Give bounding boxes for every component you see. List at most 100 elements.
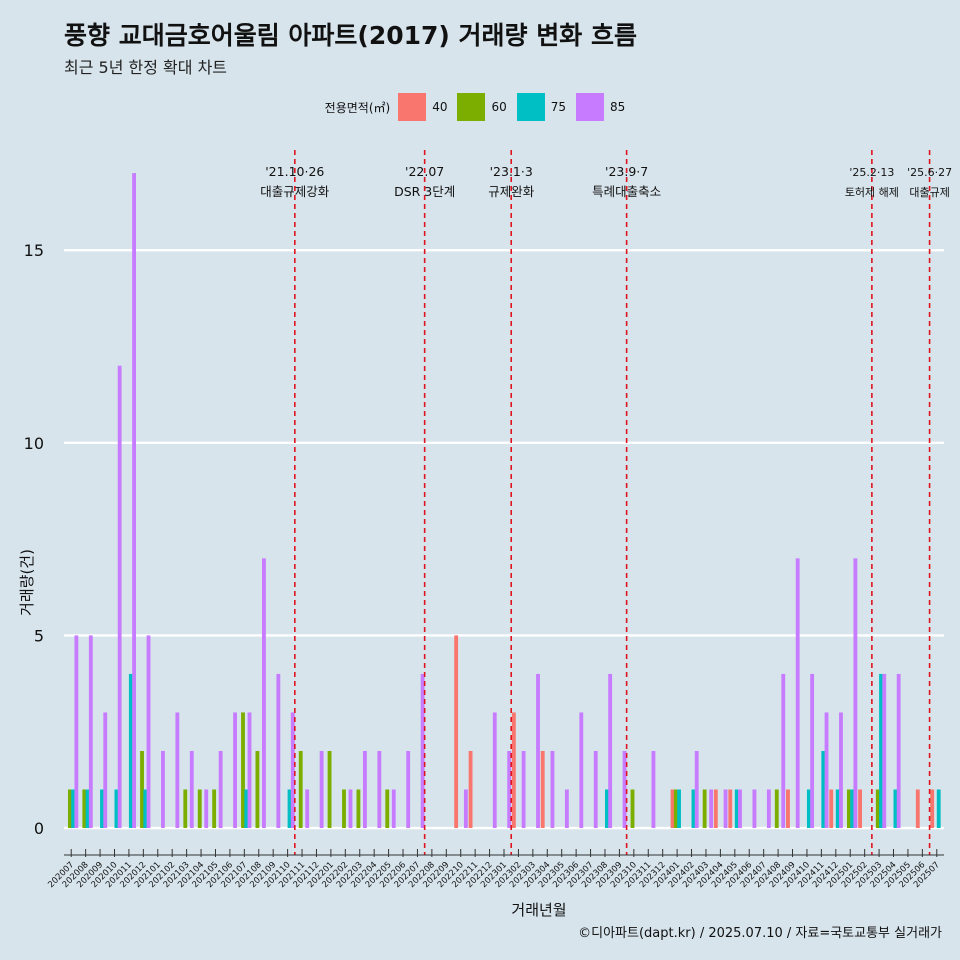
event-date-4: '25.2·13 (849, 166, 894, 179)
bar-75-202504 (893, 789, 898, 829)
bar-85-202402 (694, 750, 699, 829)
event-label-2: 규제완화 (488, 184, 535, 199)
bar-75-202411 (821, 750, 826, 829)
y-tick-label-0: 0 (34, 819, 44, 838)
bar-85-202108 (262, 558, 266, 829)
bar-85-202109 (276, 673, 281, 829)
bar-85-202305 (564, 789, 569, 829)
bar-85-202212 (492, 712, 497, 829)
event-label-4: 토허제 해제 (845, 185, 899, 199)
bar-85-202304 (550, 750, 555, 829)
bar-60-202203 (356, 789, 361, 829)
y-axis-title: 거래량(건) (18, 549, 36, 616)
bar-40-202412 (829, 789, 834, 829)
bar-85-202110 (290, 712, 295, 829)
bar-75-202009 (100, 789, 104, 829)
bar-40-202210 (454, 635, 459, 829)
bar-75-202503 (879, 673, 883, 829)
bar-40-202302 (511, 712, 516, 829)
bar-85-202008 (88, 635, 93, 829)
bar-75-202507 (936, 789, 941, 829)
y-tick-label-10: 10 (24, 434, 44, 453)
bar-85-202410 (810, 673, 815, 829)
bar-75-202402 (691, 789, 696, 829)
x-axis-title: 거래년월 (511, 901, 566, 919)
bar-85-202103 (189, 750, 194, 829)
legend-label-75: 75 (550, 100, 567, 114)
bar-85-202011 (132, 173, 137, 829)
event-label-1: DSR 3단계 (394, 184, 455, 199)
bar-60-202408 (774, 789, 779, 829)
bar-60-202104 (197, 789, 202, 829)
event-date-2: '23.1·3 (490, 164, 533, 179)
bar-85-202210 (463, 789, 468, 829)
legend-swatch-40 (398, 93, 427, 121)
bar-85-202106 (233, 712, 237, 829)
bar-85-202501 (853, 558, 858, 829)
bar-85-202412 (839, 712, 843, 829)
bar-85-202308 (608, 673, 613, 829)
bar-60-202105 (212, 789, 217, 829)
bar-75-202501 (850, 789, 855, 829)
event-date-3: '23.9·7 (605, 164, 648, 179)
bar-85-202405 (738, 789, 742, 829)
legend-item-40: 40 (398, 93, 447, 121)
bar-85-202203 (362, 750, 367, 829)
bar-75-202011 (128, 673, 133, 829)
bar-75-202012 (143, 789, 148, 829)
event-date-0: '21.10·26 (265, 164, 324, 179)
bar-60-202007 (67, 789, 72, 829)
bar-85-202306 (579, 712, 584, 829)
bar-60-202310 (630, 789, 635, 829)
bar-85-202205 (391, 789, 396, 829)
bar-60-202108 (255, 750, 260, 829)
bar-85-202112 (319, 750, 324, 829)
event-date-1: '22.07 (405, 164, 444, 179)
bar-40-202304 (540, 750, 545, 829)
bar-75-202405 (734, 789, 739, 829)
bar-85-202503 (882, 673, 887, 829)
bar-85-202411 (824, 712, 829, 829)
bar-40-202502 (858, 789, 863, 829)
bar-75-202412 (835, 789, 840, 829)
bar-85-202409 (795, 558, 800, 829)
bar-40-202507 (930, 789, 935, 829)
legend-label-40: 40 (432, 100, 448, 114)
legend-item-60: 60 (457, 93, 507, 121)
bar-85-202301 (507, 750, 512, 829)
bar-85-202007 (74, 635, 79, 829)
bar-85-202102 (175, 712, 180, 829)
bar-60-202503 (875, 789, 880, 829)
bar-75-202401 (677, 789, 681, 829)
bar-40-202506 (915, 789, 920, 829)
legend-label-85: 85 (610, 100, 626, 114)
bar-75-202107 (244, 789, 249, 829)
legend-item-75: 75 (516, 93, 567, 121)
bar-60-202201 (327, 750, 332, 829)
bar-85-202101 (161, 750, 165, 829)
legend-swatch-85 (576, 93, 605, 121)
bar-85-202302 (521, 750, 526, 829)
bar-60-202111 (298, 750, 303, 829)
bar-60-202107 (241, 712, 245, 829)
bar-75-202410 (806, 789, 811, 829)
bar-40-202401 (670, 789, 675, 829)
bar-75-202008 (85, 789, 90, 829)
bar-85-202406 (752, 789, 757, 829)
bar-85-202504 (896, 673, 901, 829)
bar-75-202308 (604, 789, 609, 829)
bar-85-202403 (709, 789, 714, 829)
bar-60-202202 (342, 789, 346, 829)
bar-85-202307 (593, 750, 598, 829)
bar-60-202205 (385, 789, 390, 829)
bar-85-202204 (377, 750, 382, 829)
bar-85-202010 (117, 365, 122, 829)
bar-85-202207 (420, 673, 425, 829)
page-title: 풍향 교대금호어울림 아파트(2017) 거래량 변화 흐름 (64, 21, 637, 50)
bar-40-202405 (728, 789, 733, 829)
bar-85-202111 (305, 789, 310, 829)
bar-85-202309 (622, 750, 627, 829)
bar-40-202409 (786, 789, 790, 829)
bar-60-202103 (183, 789, 188, 829)
